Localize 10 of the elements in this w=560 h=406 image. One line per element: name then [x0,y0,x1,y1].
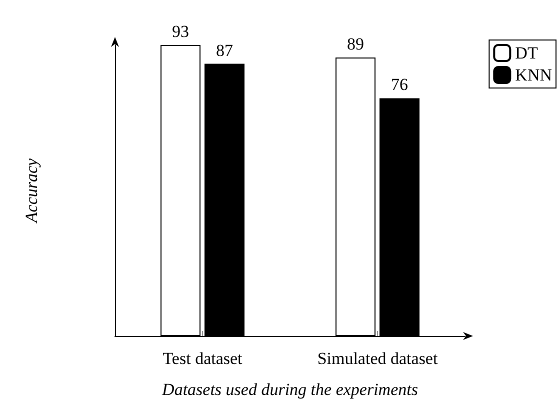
data-label: 93 [172,22,189,41]
legend-label: KNN [515,66,552,84]
x-tick-label: Simulated dataset [317,349,438,368]
x-tick-label: Test dataset [162,349,243,368]
legend-label: DT [515,44,538,62]
y-axis-title: Accuracy [22,158,41,224]
x-axis-title: Datasets used during the experiments [161,380,418,399]
data-label: 76 [391,75,408,94]
data-label: 87 [216,40,234,60]
data-label: 89 [347,34,364,54]
